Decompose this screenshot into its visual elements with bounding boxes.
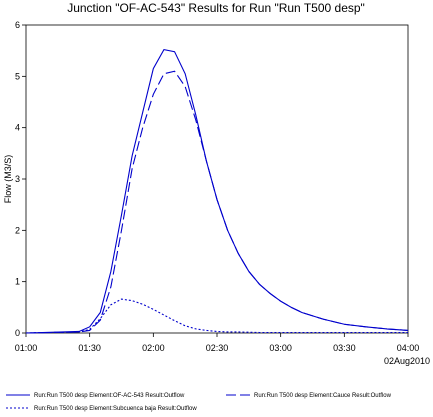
y-tick-label: 4 xyxy=(15,123,20,133)
chart-title: Junction "OF-AC-543" Results for Run "Ru… xyxy=(67,1,365,15)
y-tick-label: 3 xyxy=(15,174,20,184)
y-axis: 0 1 2 3 4 5 6 xyxy=(15,20,26,338)
x-axis: 01:00 01:30 02:00 02:30 03:00 03:30 04:00 xyxy=(15,333,420,353)
x-tick-label: 03:00 xyxy=(269,343,292,353)
plot-frame xyxy=(25,24,409,334)
x-tick-label: 04:00 xyxy=(397,343,420,353)
x-tick-label: 01:30 xyxy=(78,343,101,353)
legend-label-2: Run:Run T500 desp Element:Cauce Result:O… xyxy=(254,393,392,399)
y-tick-label: 0 xyxy=(15,328,20,338)
y-axis-label: Flow (M3/S) xyxy=(3,155,13,204)
y-tick-label: 6 xyxy=(15,20,20,30)
x-tick-label: 03:30 xyxy=(333,343,356,353)
y-tick-label: 2 xyxy=(15,225,20,235)
y-tick-label: 5 xyxy=(15,71,20,81)
date-label: 02Aug2010 xyxy=(384,356,430,366)
plot-series xyxy=(25,49,409,334)
series-line-2 xyxy=(25,70,409,334)
series-line-1 xyxy=(25,49,409,334)
legend-label-1: Run:Run T500 desp Element:OF-AC-543 Resu… xyxy=(34,393,185,399)
x-tick-label: 02:00 xyxy=(142,343,165,353)
x-tick-label: 02:30 xyxy=(206,343,229,353)
y-tick-label: 1 xyxy=(15,277,20,287)
series-line-3 xyxy=(25,298,408,334)
legend: Run:Run T500 desp Element:OF-AC-543 Resu… xyxy=(6,393,392,412)
legend-label-3: Run:Run T500 desp Element:Subcuenca baja… xyxy=(34,406,197,412)
x-tick-label: 01:00 xyxy=(15,343,38,353)
